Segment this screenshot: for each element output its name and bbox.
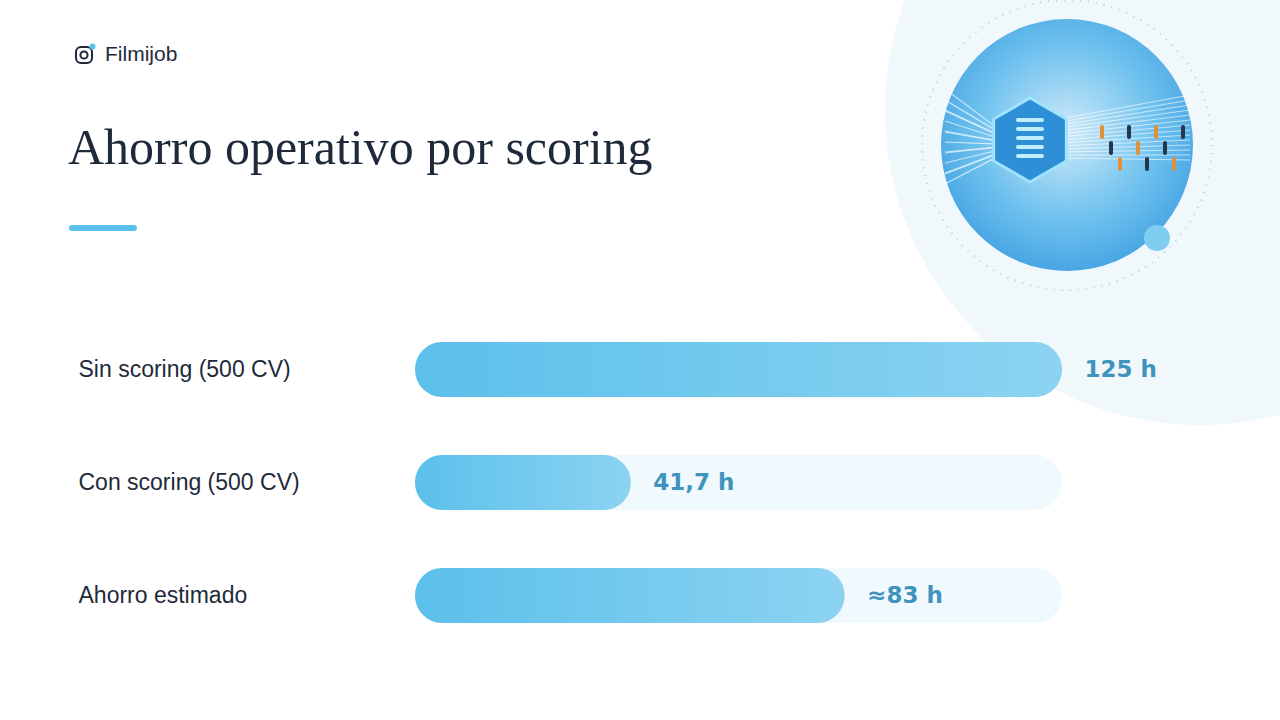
svg-text:Con scoring (500 CV): Con scoring (500 CV) [79,469,300,495]
svg-text:41,7 h: 41,7 h [653,469,734,495]
svg-text:Ahorro estimado: Ahorro estimado [79,582,248,608]
svg-text:≈83 h: ≈83 h [867,582,943,608]
svg-text:125 h: 125 h [1085,356,1157,382]
html-text:Filmijob: Filmijob [105,42,178,65]
svg-text:Sin scoring (500 CV): Sin scoring (500 CV) [79,356,291,382]
html-text:Ahorro operativo por scoring: Ahorro operativo por scoring [68,119,653,175]
